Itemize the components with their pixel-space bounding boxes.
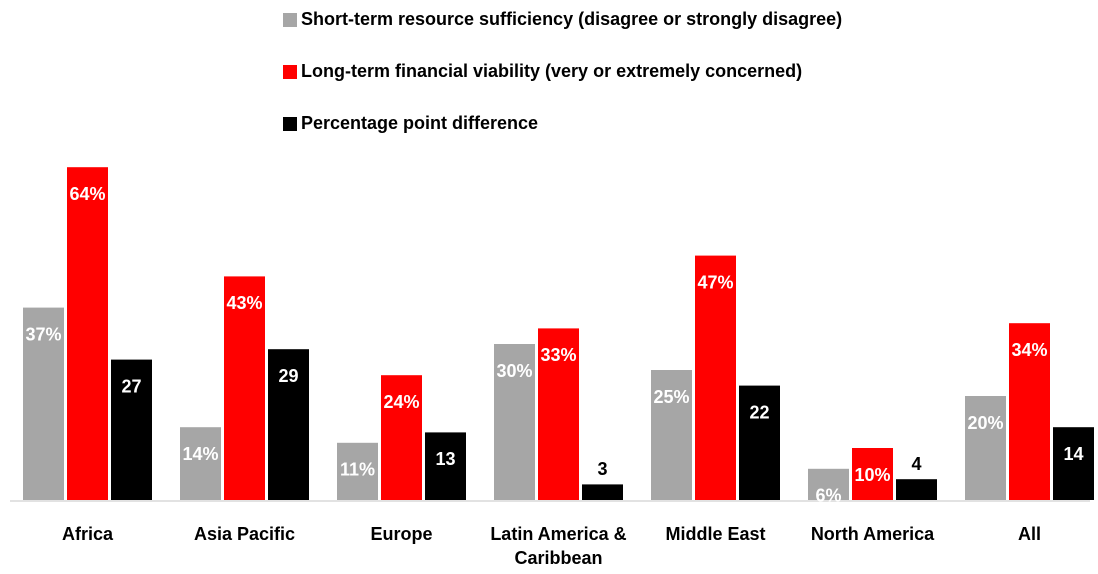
data-label: 37% bbox=[25, 324, 61, 344]
bar bbox=[23, 307, 64, 500]
bar bbox=[337, 442, 378, 500]
bar bbox=[425, 432, 466, 500]
data-label: 6% bbox=[815, 486, 841, 506]
bar bbox=[381, 375, 422, 500]
legend-swatch bbox=[283, 13, 297, 27]
bar bbox=[111, 359, 152, 500]
data-label: 11% bbox=[340, 460, 375, 480]
legend-label: Long-term financial viability (very or e… bbox=[301, 61, 802, 81]
data-label: 13 bbox=[435, 449, 455, 469]
bar bbox=[224, 276, 265, 500]
bar bbox=[582, 484, 623, 500]
legend-label: Percentage point difference bbox=[301, 113, 538, 133]
data-label: 24% bbox=[383, 392, 419, 412]
x-tick-label: All bbox=[1017, 524, 1041, 544]
data-label: 10% bbox=[854, 465, 890, 485]
bar bbox=[896, 479, 937, 500]
bar bbox=[180, 427, 221, 500]
data-label: 25% bbox=[653, 387, 689, 407]
data-label: 64% bbox=[69, 184, 105, 204]
data-label: 27 bbox=[121, 376, 141, 396]
legend-swatch bbox=[283, 117, 297, 131]
legend-swatch bbox=[283, 65, 297, 79]
x-tick-label: Africa bbox=[61, 524, 114, 544]
bar bbox=[1009, 323, 1050, 500]
data-label: 33% bbox=[540, 345, 576, 365]
bar bbox=[1053, 427, 1094, 500]
bar bbox=[538, 328, 579, 500]
data-label: 43% bbox=[226, 293, 262, 313]
data-label: 22 bbox=[749, 402, 769, 422]
x-tick-label: North America bbox=[810, 524, 935, 544]
data-label: 14 bbox=[1063, 444, 1083, 464]
bar bbox=[965, 396, 1006, 500]
bar bbox=[695, 255, 736, 500]
data-label: 30% bbox=[496, 361, 532, 381]
data-label: 29 bbox=[278, 366, 298, 386]
bar bbox=[651, 370, 692, 500]
bar bbox=[852, 448, 893, 500]
data-label: 47% bbox=[697, 272, 733, 292]
x-tick-label: Middle East bbox=[665, 524, 766, 544]
x-tick-label: Europe bbox=[370, 524, 433, 544]
bar bbox=[494, 344, 535, 500]
data-label: 14% bbox=[182, 444, 218, 464]
data-label: 34% bbox=[1011, 340, 1047, 360]
bar bbox=[739, 385, 780, 500]
x-tick-label: Latin America & Caribbean bbox=[490, 524, 627, 568]
legend-label: Short-term resource sufficiency (disagre… bbox=[301, 9, 842, 29]
data-label: 3 bbox=[597, 459, 607, 479]
x-tick-label: Asia Pacific bbox=[193, 524, 296, 544]
data-label: 20% bbox=[967, 413, 1003, 433]
bar bbox=[808, 468, 849, 500]
data-label: 4 bbox=[911, 454, 921, 474]
bar bbox=[268, 349, 309, 500]
bar bbox=[67, 167, 108, 500]
